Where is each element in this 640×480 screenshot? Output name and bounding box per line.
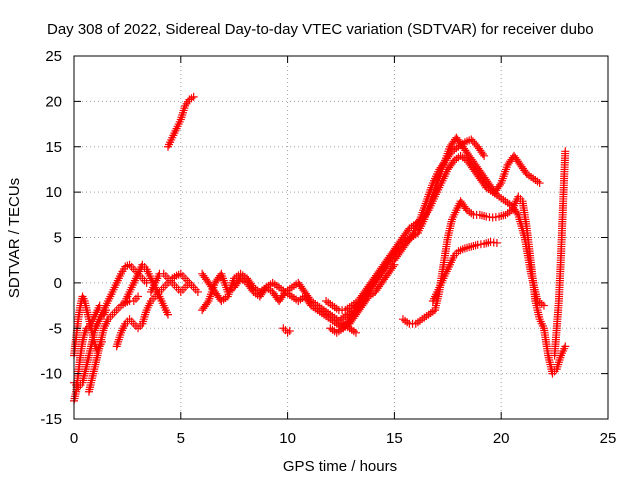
x-tick-label: 15: [386, 430, 403, 447]
series-arc11: [198, 269, 360, 337]
data-point: [461, 204, 470, 213]
series-arc18: [550, 147, 570, 360]
data-point: [351, 328, 360, 337]
data-point: [521, 168, 530, 177]
axis-ticks: 0 5 10 15 20 25 -15 -10 -5 0 5 10 15 20 25: [40, 48, 616, 447]
series-arc15: [326, 135, 489, 337]
data-point: [305, 295, 314, 304]
series-arc3: [70, 306, 111, 392]
y-tick-label: 15: [45, 139, 62, 156]
data-point: [446, 149, 455, 158]
series-arc9: [163, 92, 198, 151]
data-point: [561, 342, 570, 351]
data-point: [248, 281, 257, 290]
data-point: [513, 208, 522, 217]
data-point: [535, 179, 544, 188]
y-tick-label: 5: [54, 230, 62, 247]
series-arc16: [398, 192, 570, 378]
data-point: [561, 147, 570, 156]
x-tick-label: 5: [177, 430, 185, 447]
data-point: [189, 92, 198, 101]
y-tick-label: -5: [49, 320, 62, 337]
data-point: [193, 287, 202, 296]
data-point: [134, 292, 143, 301]
grid: [74, 56, 608, 419]
data-point: [408, 230, 417, 239]
y-axis-label: SDTVAR / TECUs: [6, 178, 23, 298]
data-point: [448, 158, 457, 167]
data-point: [203, 298, 212, 307]
data-point: [285, 326, 294, 335]
x-tick-label: 20: [493, 430, 510, 447]
y-tick-label: 20: [45, 93, 62, 110]
data-point: [539, 301, 548, 310]
series-arc4: [84, 292, 143, 396]
data-markers: [70, 92, 570, 405]
x-axis-label: GPS time / hours: [283, 458, 397, 475]
y-tick-label: 10: [45, 184, 62, 201]
data-point: [495, 180, 504, 189]
x-tick-label: 0: [70, 430, 78, 447]
x-tick-label: 25: [600, 430, 617, 447]
y-tick-label: 0: [54, 275, 62, 292]
series-arc8: [146, 269, 198, 296]
data-point: [189, 283, 198, 292]
series-arc17: [428, 238, 501, 306]
chart-title: Day 308 of 2022, Sidereal Day-to-day VTE…: [47, 21, 594, 38]
y-tick-label: 25: [45, 48, 62, 65]
series-arc7: [121, 260, 172, 319]
data-point: [492, 238, 501, 247]
y-tick-label: -10: [40, 366, 62, 383]
data-point: [480, 151, 489, 160]
data-point: [163, 310, 172, 319]
data-point: [478, 150, 487, 159]
x-tick-label: 10: [279, 430, 296, 447]
series-arc12: [279, 324, 294, 337]
y-tick-label: -15: [40, 411, 62, 428]
data-point: [382, 262, 391, 271]
